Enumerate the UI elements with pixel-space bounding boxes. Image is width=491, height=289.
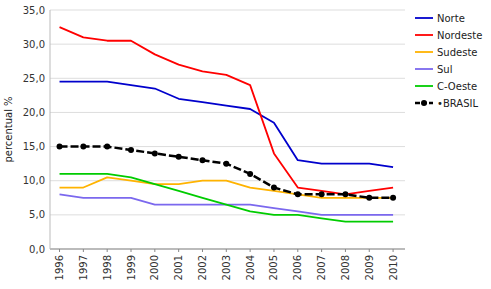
x-tick-label: 2001 (173, 255, 184, 280)
axes: 0,0 5,0 10,0 15,0 20,0 25,0 30,0 35,0 1996 1997 19… (23, 5, 405, 281)
grid-line (50, 78, 405, 79)
y-tick-label: 15,0 (23, 141, 45, 152)
y-tick-label: 20,0 (23, 107, 45, 118)
legend-swatch (415, 51, 433, 53)
x-tick-label: 2004 (245, 255, 256, 280)
x-tick-label: 1999 (126, 255, 137, 280)
grid-line (50, 146, 405, 147)
series-marker (319, 191, 325, 197)
series-marker (342, 191, 348, 197)
series-marker (80, 144, 86, 150)
legend-swatch (415, 68, 433, 70)
legend: Norte Nordeste Sudeste Sul C-Oeste •BRASIL (415, 13, 482, 109)
legend-swatch (415, 34, 433, 36)
legend-swatch (415, 85, 433, 87)
series-marker (152, 150, 158, 156)
y-tick-label: 30,0 (23, 39, 45, 50)
x-tick-label: 2002 (197, 255, 208, 280)
series-line (60, 147, 394, 198)
y-tick-label: 10,0 (23, 175, 45, 186)
y-axis-label: percentual % (3, 96, 14, 162)
plot-area (57, 27, 397, 222)
series-marker (247, 171, 253, 177)
x-axis-line (50, 249, 405, 250)
y-tick-label: 0,0 (29, 244, 45, 255)
series-line (60, 27, 394, 194)
grid-line (50, 112, 405, 113)
grid-line (50, 44, 405, 45)
grid-line (50, 10, 405, 11)
x-tick-label: 1997 (78, 255, 89, 280)
legend-label: C-Oeste (437, 81, 477, 92)
series-marker (176, 154, 182, 160)
series-marker (390, 195, 396, 201)
x-tick-label: 2009 (364, 255, 375, 280)
series-line (60, 82, 394, 167)
series-line (60, 177, 394, 197)
y-axis-line (50, 10, 51, 249)
grid-line (50, 249, 405, 250)
x-tick-label: 1996 (54, 255, 65, 280)
x-tick-label: 2010 (388, 255, 399, 280)
x-tick-label: 2008 (340, 255, 351, 280)
legend-label: Sul (437, 64, 452, 75)
series-marker (366, 195, 372, 201)
x-tick-label: 2000 (149, 255, 160, 280)
x-tick-label: 2007 (316, 255, 327, 280)
x-tick-label: 1998 (102, 255, 113, 280)
series-marker (128, 147, 134, 153)
legend-label: •BRASIL (437, 98, 478, 109)
legend-swatch (415, 17, 433, 19)
series-marker (295, 191, 301, 197)
x-tick-label: 2005 (268, 255, 279, 280)
legend-label: Nordeste (437, 30, 482, 41)
series-marker (223, 161, 229, 167)
chart: 0,0 5,0 10,0 15,0 20,0 25,0 30,0 35,0 1996 1997 19… (0, 0, 491, 289)
x-tick-label: 2003 (221, 255, 232, 280)
legend-label: Norte (437, 13, 465, 24)
y-tick-label: 5,0 (29, 209, 45, 220)
y-tick-label: 35,0 (23, 5, 45, 16)
series-marker (104, 144, 110, 150)
legend-label: Sudeste (437, 47, 477, 58)
x-tick-label: 2006 (292, 255, 303, 280)
series-marker (199, 157, 205, 163)
legend-marker (421, 100, 427, 106)
series-line (60, 174, 394, 222)
y-tick-label: 25,0 (23, 73, 45, 84)
series-marker (57, 144, 63, 150)
series-marker (271, 185, 277, 191)
